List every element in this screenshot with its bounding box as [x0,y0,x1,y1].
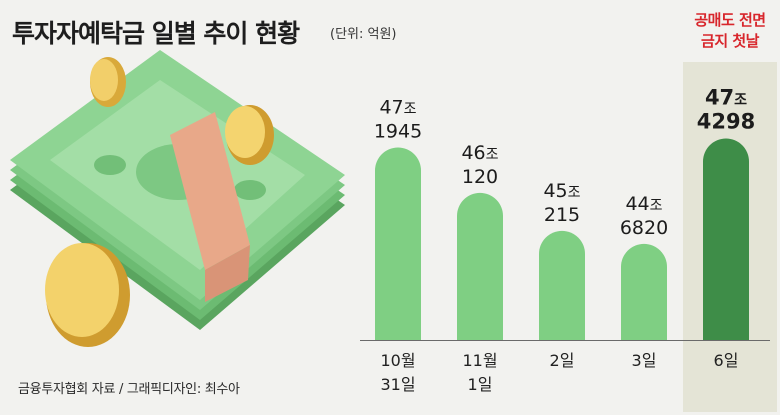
gold-coin-icon [45,243,130,347]
event-annotation-line2: 금지 첫날 [701,32,759,50]
bar-value-label: 1945 [374,121,422,143]
bar [457,192,503,340]
chart-title: 투자자예탁금 일별 추이 현황 [12,19,300,48]
bar [375,147,421,340]
category-label: 6일 [714,351,739,370]
bar-value-label: 46조 [461,142,498,164]
event-annotation: 공매도 전면 금지 첫날 [675,10,780,52]
bar-value-label: 6820 [620,217,668,239]
category-label: 3일 [632,351,657,370]
money-stack-illustration [10,50,345,347]
bar-value-label: 45조 [543,180,580,202]
bar-value-label: 47조 [705,86,747,110]
bar [621,243,667,340]
category-label: 1일 [468,375,493,394]
banknote-stack-icon [10,50,345,330]
bar-value-label: 4298 [697,110,755,134]
gold-coin-icon [90,57,126,107]
category-label: 31일 [380,375,415,394]
event-annotation-line1: 공매도 전면 [694,11,766,29]
money-band-icon [170,112,250,302]
bar-value-label: 47조 [379,97,416,119]
category-label: 10월 [380,351,415,370]
category-label: 11월 [462,351,497,370]
category-label: 2일 [550,351,575,370]
gold-coin-icon [225,105,274,165]
bar-value-label: 44조 [625,193,662,215]
unit-label: (단위: 억원) [330,27,397,42]
bar-value-label: 120 [462,166,498,188]
baseline-divider [360,340,770,341]
bar-value-label: 215 [544,204,580,226]
source-credit: 금융투자협회 자료 / 그래픽디자인: 최수아 [18,382,240,397]
bar [703,138,749,340]
bar [539,230,585,340]
